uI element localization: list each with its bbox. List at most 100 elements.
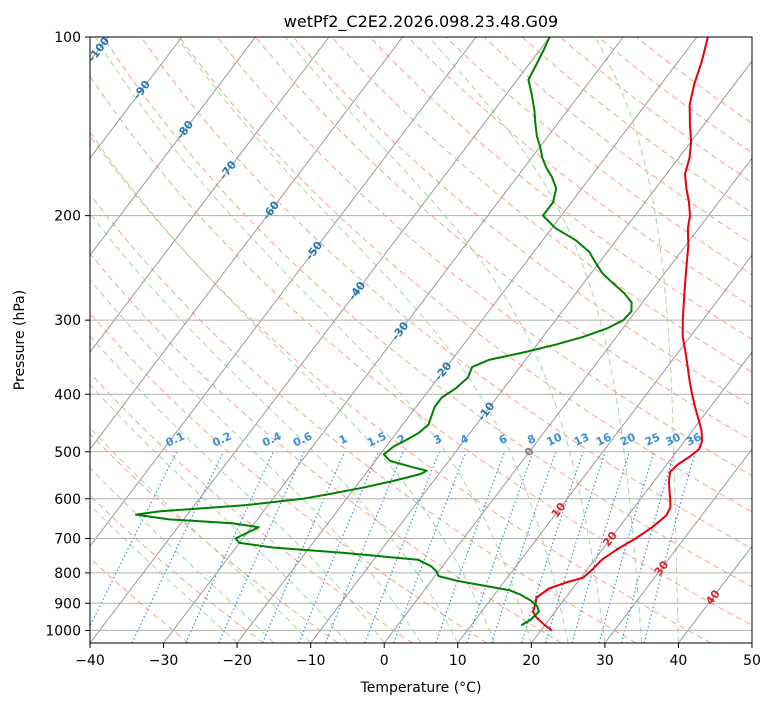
isotherm-label: -90 — [131, 78, 154, 102]
profile-lines — [134, 37, 709, 632]
mixing-ratio-label: 20 — [618, 430, 638, 448]
x-tick-label: −40 — [75, 653, 105, 669]
isotherm-label: -10 — [475, 399, 498, 423]
x-tick-label: −10 — [296, 653, 326, 669]
moist-adiabat — [176, 37, 569, 643]
mixing-ratio-line — [131, 451, 225, 643]
isotherm-label: 40 — [703, 587, 723, 607]
moist-adiabat — [284, 37, 606, 643]
isotherm-label: -70 — [217, 158, 240, 182]
dry-adiabat — [90, 557, 190, 643]
dry-adiabat — [90, 193, 637, 643]
mixing-ratio-label: 0.1 — [164, 430, 187, 450]
mixing-ratio-label: 0.4 — [260, 429, 283, 449]
y-tick-label: 600 — [54, 492, 81, 508]
mixing-ratio-label: 3 — [432, 432, 444, 447]
y-axis-label: Pressure (hPa) — [12, 290, 28, 390]
dry-adiabat — [597, 37, 752, 154]
mixing-ratio-label: 1.5 — [365, 430, 388, 450]
dry-adiabat — [90, 494, 264, 643]
mixing-ratio-label: 0.2 — [210, 430, 233, 450]
mixing-ratio-label: 30 — [663, 430, 683, 448]
mixing-ratio-line — [185, 451, 274, 643]
dry-adiabat — [559, 37, 752, 184]
dry-adiabat — [407, 37, 752, 308]
mixing-ratio-label: 10 — [545, 430, 565, 448]
moist-adiabat — [90, 427, 312, 643]
y-tick-label: 700 — [54, 532, 81, 548]
mixing-ratio-label: 8 — [525, 432, 537, 447]
x-tick-label: 0 — [380, 653, 389, 669]
isotherm-line — [90, 37, 404, 450]
isotherm-line — [90, 37, 256, 256]
mixing-ratio-label: 36 — [684, 430, 704, 448]
isotherm-line — [236, 37, 698, 643]
dry-adiabat — [635, 37, 752, 125]
x-tick-label: −20 — [222, 653, 252, 669]
mixing-ratio-label: 13 — [572, 430, 591, 448]
dry-adiabat — [521, 37, 752, 214]
mixing-ratio-line — [520, 451, 584, 643]
isotherm-line — [383, 157, 752, 643]
isotherm-line — [457, 254, 752, 643]
isotherm-label: -40 — [346, 279, 369, 303]
x-axis-label: Temperature (°C) — [360, 680, 482, 696]
y-tick-label: 1000 — [45, 623, 81, 639]
grid-lines — [90, 37, 752, 643]
x-tick-label: 30 — [596, 653, 614, 669]
dry-adiabat — [483, 37, 752, 245]
y-tick-label: 400 — [54, 387, 81, 403]
mixing-ratio-line — [491, 451, 557, 643]
dry-adiabat — [90, 312, 488, 643]
mixing-ratio-label: 6 — [497, 432, 510, 447]
moist-adiabat — [90, 467, 275, 643]
isotherm-label: -20 — [432, 359, 455, 383]
dry-adiabat — [90, 433, 339, 643]
y-tick-label: 900 — [54, 596, 81, 612]
dry-adiabat — [331, 37, 752, 373]
dewpoint-profile-line — [134, 37, 633, 627]
mixing-ratio-label: 16 — [594, 430, 614, 448]
isotherm-line — [90, 37, 551, 643]
mixing-ratio-line — [545, 451, 606, 643]
dry-adiabat — [102, 37, 752, 588]
y-tick-label: 300 — [54, 313, 81, 329]
dry-adiabat — [255, 37, 752, 442]
background-labels: -100-90-80-70-60-50-40-30-20-10010203040… — [85, 34, 723, 608]
mixing-ratio-line — [218, 451, 305, 643]
mixing-ratio-line — [571, 451, 630, 643]
moist-adiabat — [90, 131, 496, 643]
mixing-ratio-line — [598, 451, 655, 643]
dry-adiabat — [90, 134, 712, 643]
mixing-ratio-line — [298, 451, 379, 643]
isotherm-label: 20 — [600, 529, 620, 549]
isotherm-line — [90, 37, 477, 547]
y-tick-label: 200 — [54, 209, 81, 225]
moist-adiabat — [90, 383, 348, 643]
mixing-ratio-line — [261, 451, 346, 643]
mixing-ratio-line — [621, 451, 676, 643]
isotherm-label: -30 — [389, 319, 412, 343]
mixing-ratio-label: 0.6 — [291, 429, 314, 449]
isotherm-label: -100 — [85, 34, 112, 64]
isotherm-line — [530, 351, 752, 643]
mixing-ratio-label: 1 — [337, 432, 349, 447]
isotherm-line — [90, 37, 183, 160]
isotherm-line — [163, 37, 624, 643]
axis-ticks: −40 −30 −20 −10 0 10 20 30 40 5010020030040050060… — [45, 30, 761, 669]
temperature-profile-line — [532, 37, 709, 632]
mixing-ratio-label: 25 — [643, 431, 662, 449]
x-tick-label: 10 — [449, 653, 467, 669]
isotherm-line — [604, 448, 752, 643]
moist-adiabat — [90, 335, 385, 643]
x-tick-label: −30 — [149, 653, 179, 669]
moist-adiabat — [90, 504, 238, 643]
dry-adiabat — [369, 37, 752, 340]
chart-title: wetPf2_C2E2.2026.098.23.48.G09 — [284, 12, 558, 32]
mixing-ratio-line — [435, 451, 506, 643]
moist-adiabat — [94, 37, 532, 643]
moist-adiabat — [428, 37, 643, 643]
isotherm-line — [678, 545, 752, 643]
y-tick-label: 500 — [54, 445, 81, 461]
